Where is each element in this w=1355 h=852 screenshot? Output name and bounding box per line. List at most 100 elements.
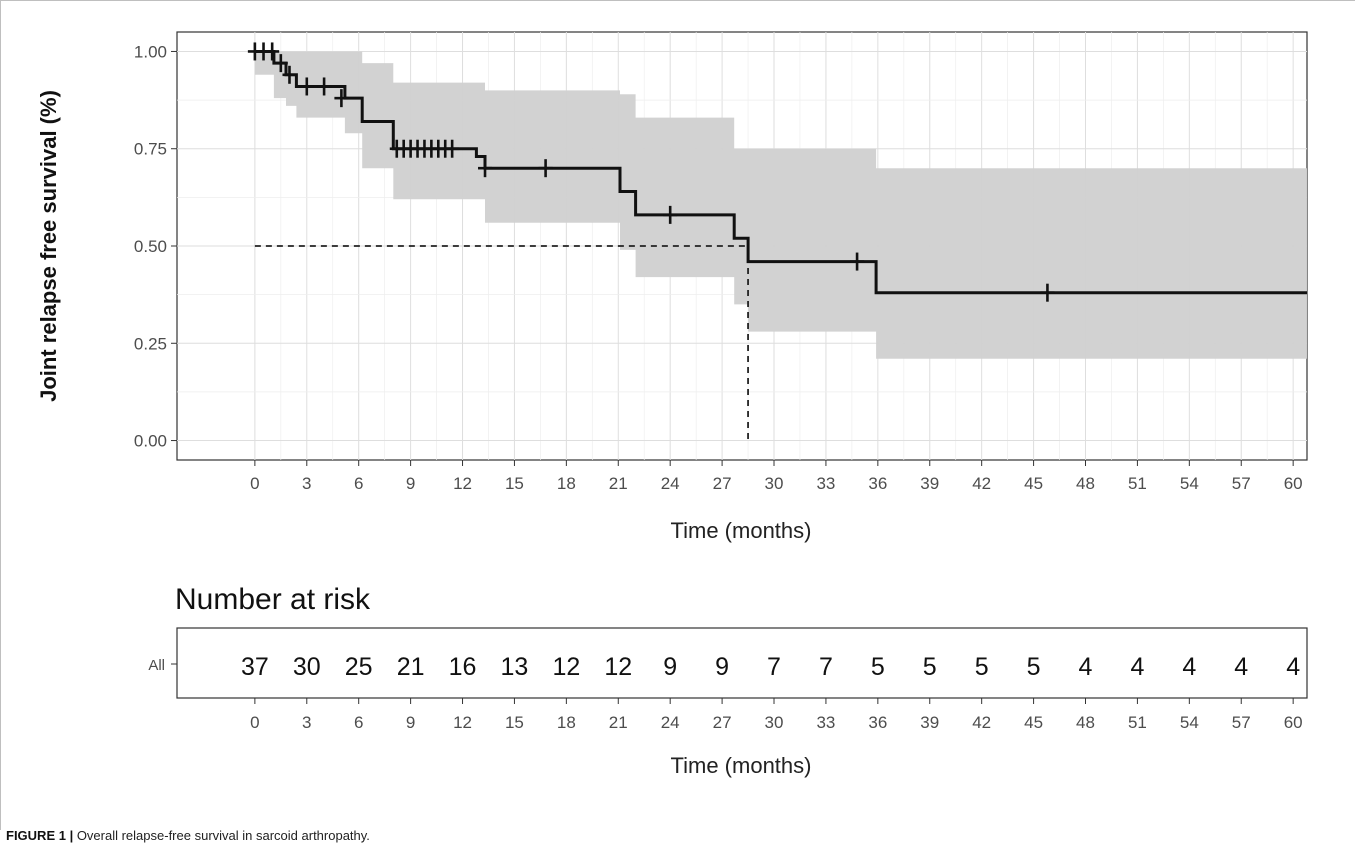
risk-value: 30 bbox=[293, 653, 321, 681]
x-tick-label: 18 bbox=[557, 474, 576, 493]
risk-x-tick-label: 30 bbox=[765, 713, 784, 732]
x-tick-label: 24 bbox=[661, 474, 680, 493]
risk-x-tick-label: 21 bbox=[609, 713, 628, 732]
censor-mark bbox=[663, 205, 678, 224]
x-tick-label: 3 bbox=[302, 474, 311, 493]
figure-caption: FIGURE 1 | Overall relapse-free survival… bbox=[6, 828, 370, 843]
risk-x-tick-label: 27 bbox=[713, 713, 732, 732]
x-tick-label: 15 bbox=[505, 474, 524, 493]
censor-mark bbox=[317, 77, 332, 96]
risk-x-tick-label: 51 bbox=[1128, 713, 1147, 732]
risk-value: 4 bbox=[1286, 653, 1300, 681]
x-tick-label: 9 bbox=[406, 474, 415, 493]
km-plot: 0.000.250.500.751.00 0 3 6 9 12 15 18 21 24 27 30 3… bbox=[36, 31, 1308, 543]
x-tick-label: 33 bbox=[816, 474, 835, 493]
y-tick-label: 0.00 bbox=[134, 432, 167, 451]
risk-row-label: All bbox=[148, 657, 165, 674]
risk-values: 37 30 25 21 16 13 12 12 9 9 7 7 5 5 5 5 4 4 4 4 4 bbox=[241, 653, 1300, 681]
risk-x-tick-label: 6 bbox=[354, 713, 363, 732]
censor-mark bbox=[273, 54, 288, 73]
risk-x-tick-label: 36 bbox=[868, 713, 887, 732]
risk-x-axis-title: Time (months) bbox=[671, 753, 812, 778]
x-tick-label: 39 bbox=[920, 474, 939, 493]
risk-x-tick-label: 48 bbox=[1076, 713, 1095, 732]
y-axis: 0.00 0.25 0.50 0.75 1.00 bbox=[134, 42, 177, 451]
risk-table-title: Number at risk bbox=[175, 583, 371, 616]
censor-mark bbox=[299, 77, 314, 96]
median-survival-line bbox=[254, 245, 749, 441]
risk-x-tick-label: 60 bbox=[1284, 713, 1303, 732]
risk-value: 4 bbox=[1130, 653, 1144, 681]
x-tick-label: 42 bbox=[972, 474, 991, 493]
x-tick-label: 12 bbox=[453, 474, 472, 493]
y-tick-label: 1.00 bbox=[134, 42, 167, 61]
x-axis: 0 3 6 9 12 15 18 21 24 27 30 33 36 39 42 45 48 51 54 57 60 bbox=[250, 460, 1303, 493]
censor-mark bbox=[445, 139, 460, 158]
x-tick-label: 6 bbox=[354, 474, 363, 493]
risk-value: 5 bbox=[923, 653, 937, 681]
censor-mark bbox=[1040, 283, 1055, 302]
risk-value: 12 bbox=[552, 653, 580, 681]
risk-x-tick-label: 57 bbox=[1232, 713, 1251, 732]
risk-x-tick-label: 42 bbox=[972, 713, 991, 732]
risk-x-tick-label: 12 bbox=[453, 713, 472, 732]
x-tick-label: 30 bbox=[765, 474, 784, 493]
risk-x-axis: 0 3 6 9 12 15 18 21 24 27 30 33 36 39 42 45 48 51 54 57 60 bbox=[250, 698, 1303, 732]
caption-label: FIGURE 1 | bbox=[6, 828, 74, 843]
x-tick-label: 51 bbox=[1128, 474, 1147, 493]
risk-x-tick-label: 3 bbox=[302, 713, 311, 732]
figure-canvas: 0.000.250.500.751.00 0 3 6 9 12 15 18 21 24 27 30 3… bbox=[36, 31, 1308, 778]
risk-x-tick-label: 18 bbox=[557, 713, 576, 732]
confidence-band bbox=[254, 51, 1307, 359]
y-tick-label: 0.50 bbox=[134, 237, 167, 256]
risk-table-panel bbox=[176, 627, 1308, 699]
x-tick-label: 36 bbox=[868, 474, 887, 493]
risk-value: 13 bbox=[501, 653, 529, 681]
x-tick-label: 45 bbox=[1024, 474, 1043, 493]
risk-value: 4 bbox=[1234, 653, 1248, 681]
x-tick-label: 21 bbox=[609, 474, 628, 493]
censor-mark bbox=[282, 65, 297, 84]
risk-value: 25 bbox=[345, 653, 373, 681]
x-axis-title: Time (months) bbox=[671, 518, 812, 543]
risk-table: Number at risk All 37 30 25 21 16 13 12 12 9 9 7 7 5… bbox=[148, 583, 1308, 778]
censor-marks bbox=[247, 42, 1055, 302]
risk-value: 7 bbox=[819, 653, 833, 681]
risk-value: 4 bbox=[1079, 653, 1093, 681]
x-tick-label: 54 bbox=[1180, 474, 1199, 493]
y-tick-label: 0.75 bbox=[134, 140, 167, 159]
risk-value: 16 bbox=[449, 653, 477, 681]
risk-value: 21 bbox=[397, 653, 425, 681]
risk-x-tick-label: 45 bbox=[1024, 713, 1043, 732]
risk-value: 5 bbox=[871, 653, 885, 681]
y-tick-label: 0.25 bbox=[134, 334, 167, 353]
risk-x-tick-label: 39 bbox=[920, 713, 939, 732]
censor-mark bbox=[334, 89, 349, 108]
x-tick-label: 48 bbox=[1076, 474, 1095, 493]
x-tick-label: 60 bbox=[1284, 474, 1303, 493]
x-tick-label: 57 bbox=[1232, 474, 1251, 493]
censor-mark bbox=[478, 159, 493, 178]
risk-x-tick-label: 24 bbox=[661, 713, 680, 732]
risk-x-tick-label: 9 bbox=[406, 713, 415, 732]
risk-x-tick-label: 33 bbox=[816, 713, 835, 732]
risk-value: 4 bbox=[1182, 653, 1196, 681]
risk-value: 12 bbox=[604, 653, 632, 681]
risk-value: 9 bbox=[715, 653, 729, 681]
x-tick-label: 0 bbox=[250, 474, 259, 493]
risk-value: 5 bbox=[1027, 653, 1041, 681]
x-tick-label: 27 bbox=[713, 474, 732, 493]
risk-value: 7 bbox=[767, 653, 781, 681]
y-axis-title: Joint relapse free survival (%) bbox=[36, 90, 61, 402]
confidence-band-area bbox=[254, 51, 1307, 359]
risk-x-tick-label: 54 bbox=[1180, 713, 1199, 732]
caption-text: Overall relapse-free survival in sarcoid… bbox=[73, 828, 370, 843]
risk-x-tick-label: 0 bbox=[250, 713, 259, 732]
risk-value: 5 bbox=[975, 653, 989, 681]
censor-mark bbox=[265, 42, 280, 61]
censor-mark bbox=[538, 159, 553, 178]
censor-mark bbox=[850, 252, 865, 271]
risk-x-tick-label: 15 bbox=[505, 713, 524, 732]
risk-value: 37 bbox=[241, 653, 269, 681]
risk-value: 9 bbox=[663, 653, 677, 681]
